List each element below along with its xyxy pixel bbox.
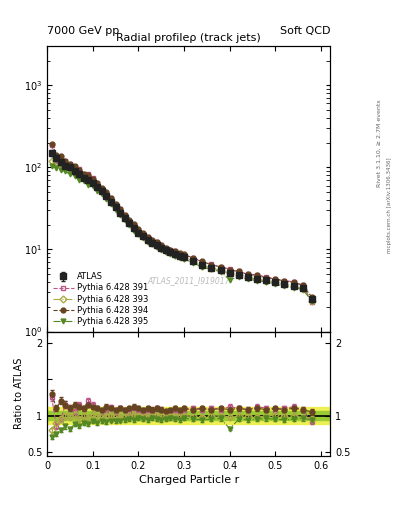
Text: Soft QCD: Soft QCD <box>280 26 330 36</box>
Text: 7000 GeV pp: 7000 GeV pp <box>47 26 119 36</box>
Title: Radial profileρ (track jets): Radial profileρ (track jets) <box>116 33 261 42</box>
Legend: ATLAS, Pythia 6.428 391, Pythia 6.428 393, Pythia 6.428 394, Pythia 6.428 395: ATLAS, Pythia 6.428 391, Pythia 6.428 39… <box>51 271 150 327</box>
X-axis label: Charged Particle r: Charged Particle r <box>138 475 239 485</box>
Text: mcplots.cern.ch [arXiv:1306.3436]: mcplots.cern.ch [arXiv:1306.3436] <box>387 157 391 252</box>
Bar <box>47 411 330 420</box>
Bar <box>47 407 330 424</box>
Text: ATLAS_2011_I919017: ATLAS_2011_I919017 <box>147 275 230 285</box>
Text: Rivet 3.1.10, ≥ 2.7M events: Rivet 3.1.10, ≥ 2.7M events <box>377 99 382 187</box>
Y-axis label: Ratio to ATLAS: Ratio to ATLAS <box>14 358 24 429</box>
